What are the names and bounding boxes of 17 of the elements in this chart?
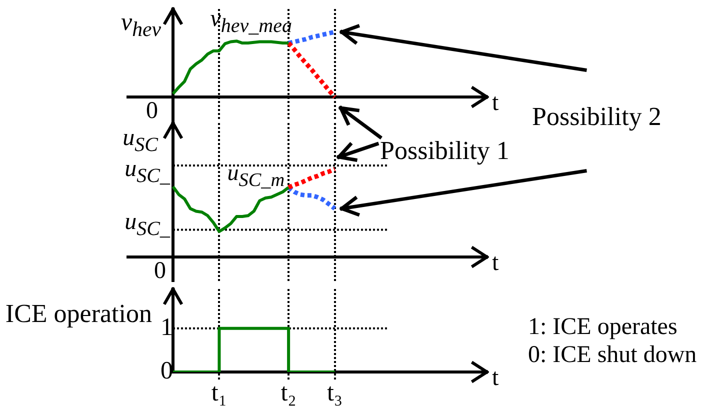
ref-line-label: u$_{SC_}$: [124, 208, 170, 240]
x-tick-label: t₂: [280, 380, 296, 407]
ref-line-label: u$_{SC_}$: [124, 156, 170, 188]
x-tick-label: t₁: [211, 380, 228, 407]
y-axis-title: u$_{SC}$: [122, 125, 158, 156]
y-axis-title: v$_{hev}$: [120, 9, 161, 41]
y-tick-label: 1: [160, 314, 173, 341]
text: 0: ICE shut down: [528, 342, 697, 368]
x-axis-title: t: [492, 90, 499, 116]
annotation: u$_{SC_m}$: [227, 160, 285, 192]
y-axis-title: ICE operation: [5, 299, 152, 328]
x-tick-label: t₃: [326, 380, 343, 407]
x-axis-title: t: [492, 365, 499, 391]
text: Possibility 1: [380, 136, 510, 165]
x-axis-title: t: [492, 250, 499, 276]
text: Possibility 2: [532, 102, 662, 131]
text: 1: ICE operates: [528, 314, 678, 340]
